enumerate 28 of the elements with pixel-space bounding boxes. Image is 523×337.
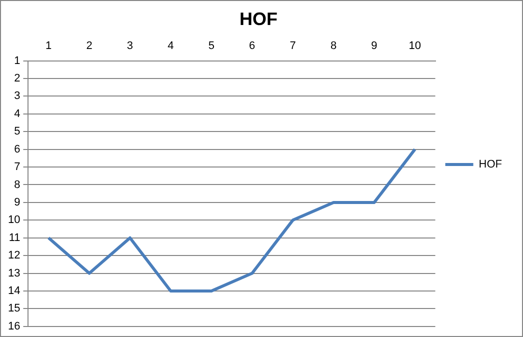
y-tick-label: 7: [14, 161, 20, 174]
y-tick-label: 16: [8, 320, 20, 332]
x-tick-label: 3: [126, 40, 134, 52]
y-tick-label: 4: [14, 108, 20, 120]
x-tick-label: 6: [249, 40, 256, 52]
legend-label: HOF: [478, 158, 502, 171]
x-tick-label: 8: [330, 40, 337, 52]
y-tick-label: 11: [8, 232, 20, 244]
x-tick-label: 1: [46, 40, 52, 52]
y-tick-label: 2: [14, 72, 20, 85]
y-tick-label: 3: [14, 90, 20, 102]
x-tick-label: 9: [371, 40, 378, 52]
chart-title: HOF: [240, 8, 278, 29]
x-tick-label: 4: [168, 40, 174, 52]
x-tick-label: 10: [408, 40, 422, 52]
y-tick-label: 10: [8, 214, 20, 226]
y-tick-label: 9: [14, 196, 20, 208]
y-tick-label: 12: [8, 250, 20, 262]
x-tick-label: 2: [86, 40, 92, 52]
y-tick-label: 13: [8, 267, 20, 280]
x-tick-label: 5: [208, 40, 214, 52]
y-tick-label: 1: [14, 54, 20, 67]
y-tick-label: 14: [8, 285, 20, 298]
y-tick-label: 15: [8, 302, 20, 315]
y-tick-label: 6: [14, 143, 20, 156]
y-tick-label: 8: [14, 178, 20, 191]
y-tick-label: 5: [14, 126, 20, 138]
x-tick-label: 7: [290, 40, 296, 52]
